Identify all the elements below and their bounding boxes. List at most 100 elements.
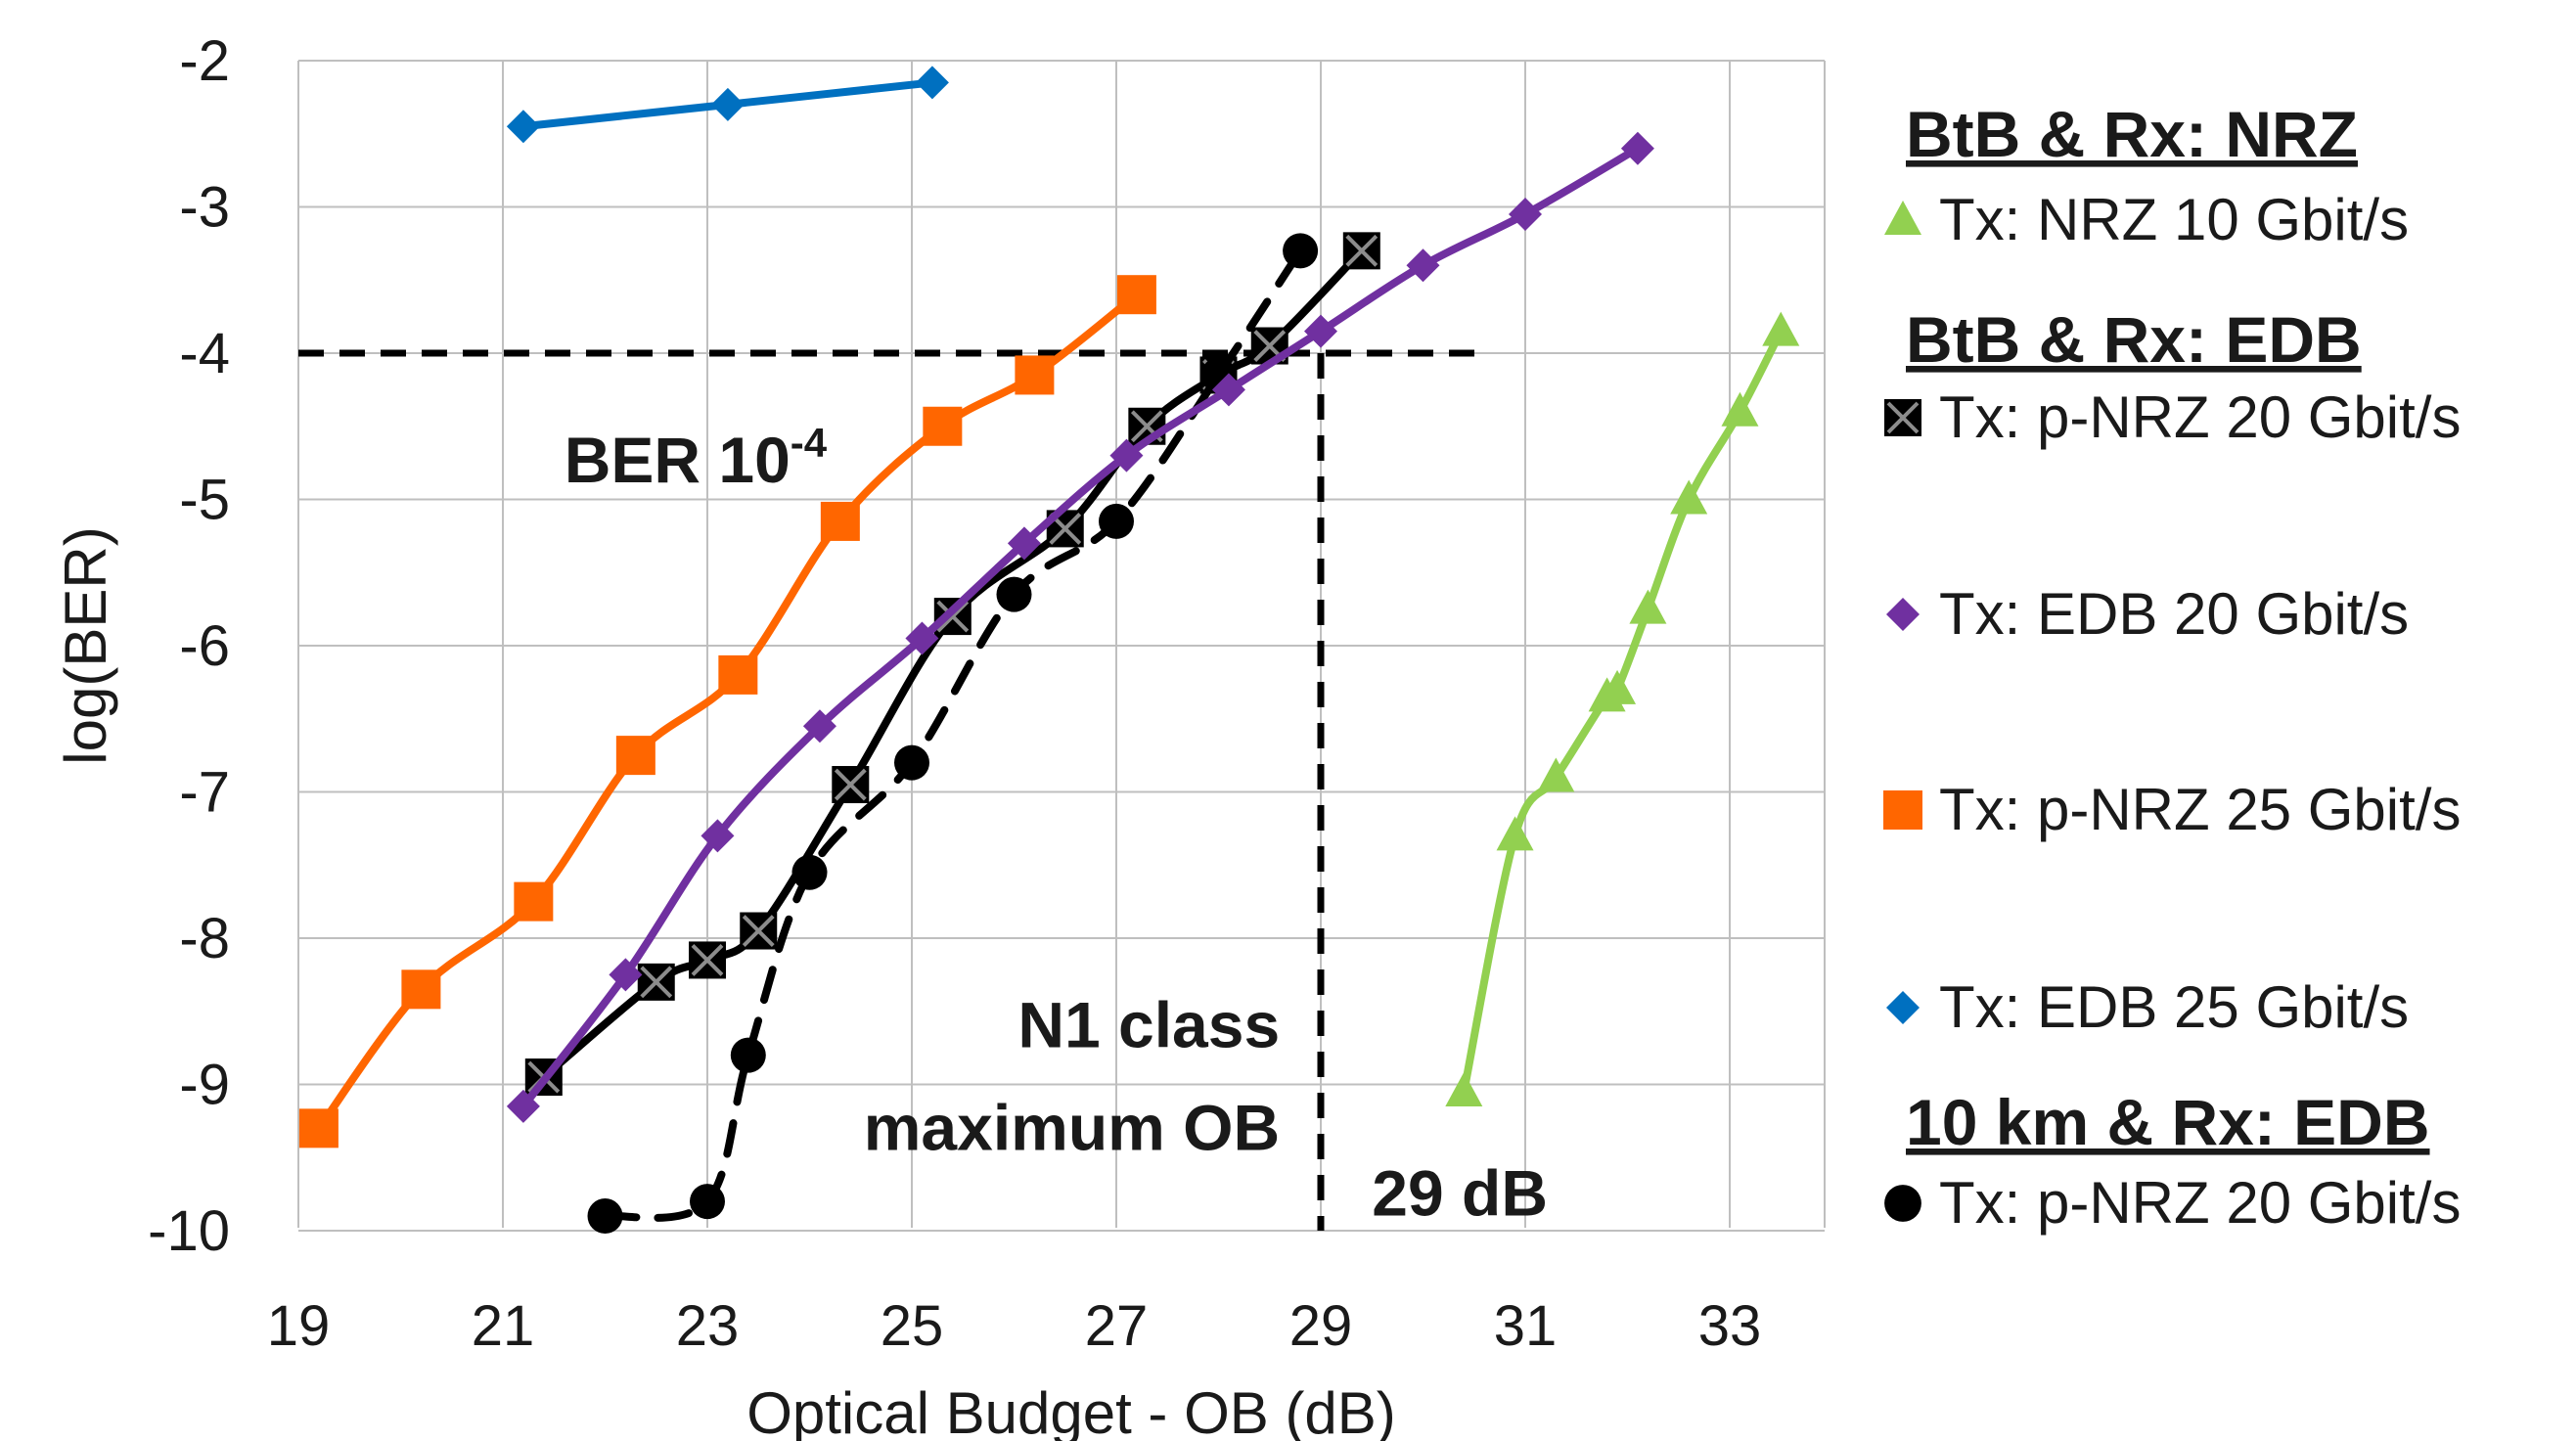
diamond-marker <box>1406 248 1440 283</box>
diamond-marker <box>1109 438 1144 473</box>
square-x-marker <box>740 912 778 950</box>
legend-group-heading: BtB & Rx: EDB <box>1906 303 2362 376</box>
annotation-text: 29 dB <box>1372 1157 1548 1230</box>
triangle-marker <box>1762 311 1800 346</box>
diamond-marker <box>1304 314 1337 348</box>
legend-entry-label: Tx: NRZ 10 Gbit/s <box>1939 187 2409 252</box>
square-marker <box>1116 275 1156 315</box>
y-tick-label: -6 <box>179 614 230 678</box>
legend-entry-label: Tx: EDB 20 Gbit/s <box>1939 581 2409 647</box>
square-marker <box>1883 790 1922 830</box>
square-marker <box>401 969 441 1010</box>
series-line <box>539 247 1366 1082</box>
square-marker <box>1015 355 1055 395</box>
square-x-marker <box>637 963 675 1001</box>
y-tick-label: -2 <box>179 29 230 93</box>
diamond-marker <box>915 66 949 100</box>
x-tick-label: 31 <box>1494 1294 1558 1358</box>
y-axis-title: log(BER) <box>53 526 118 764</box>
series-line <box>314 291 1141 1133</box>
triangle-marker <box>1445 1071 1483 1106</box>
x-tick-label: 25 <box>881 1294 944 1358</box>
square-marker <box>298 1108 339 1148</box>
series-circle-5 <box>587 233 1319 1235</box>
square-marker <box>820 501 860 541</box>
circle-marker <box>730 1037 766 1073</box>
square-x-cross <box>1886 401 1920 434</box>
diamond-marker <box>506 1089 540 1123</box>
diamond-marker <box>609 958 643 992</box>
square-x-marker <box>689 941 726 979</box>
square-x-marker <box>933 598 972 636</box>
x-tick-label: 33 <box>1698 1294 1762 1358</box>
legend-group-heading: BtB & Rx: NRZ <box>1906 98 2358 170</box>
series-square-x-1 <box>524 232 1380 1097</box>
diamond-marker <box>1886 991 1920 1024</box>
annotation-text: maximum OB <box>864 1091 1280 1163</box>
triangle-marker <box>1496 816 1534 851</box>
diamond-marker <box>1211 373 1245 407</box>
y-tick-label: -4 <box>179 322 230 385</box>
circle-marker <box>1099 503 1134 539</box>
circle-marker <box>791 854 828 890</box>
circle-marker <box>996 576 1032 612</box>
y-tick-label: -5 <box>179 469 230 532</box>
square-x-cross <box>834 768 867 801</box>
y-tick-label: -8 <box>179 907 230 970</box>
triangle-marker <box>1884 201 1921 235</box>
diamond-marker <box>802 709 836 743</box>
diamond-marker <box>1886 598 1920 631</box>
y-tick-label: -10 <box>148 1199 230 1263</box>
x-tick-label: 21 <box>472 1294 535 1358</box>
series-diamond-2 <box>506 131 1654 1123</box>
y-tick-label: -7 <box>179 761 230 825</box>
diamond-marker <box>506 110 540 144</box>
legend-entry-label: Tx: p-NRZ 20 Gbit/s <box>1939 384 2461 450</box>
diamond-marker <box>1007 526 1041 561</box>
x-tick-label: 29 <box>1289 1294 1353 1358</box>
square-marker <box>615 736 655 776</box>
triangle-marker <box>1599 669 1637 704</box>
triangle-marker <box>1629 589 1667 624</box>
diamond-marker <box>700 819 735 853</box>
triangle-marker <box>1721 391 1759 427</box>
y-tick-label: -3 <box>179 176 230 240</box>
legend-entry-label: Tx: p-NRZ 20 Gbit/s <box>1939 1170 2461 1236</box>
square-x-marker <box>1046 510 1084 548</box>
diamond-marker <box>710 87 745 121</box>
x-axis-title: Optical Budget - OB (dB) <box>746 1380 1396 1441</box>
square-x-cross <box>640 966 673 999</box>
square-x-cross <box>1345 234 1378 267</box>
series-diamond-4 <box>506 66 949 144</box>
legend-group-heading: 10 km & Rx: EDB <box>1906 1086 2430 1158</box>
circle-marker <box>690 1184 725 1220</box>
triangle-marker <box>1670 479 1708 515</box>
y-tick-label: -9 <box>179 1054 230 1117</box>
legend-entry-label: Tx: p-NRZ 25 Gbit/s <box>1939 777 2461 842</box>
series-square-3 <box>298 275 1156 1148</box>
triangle-marker <box>1537 757 1575 792</box>
diamond-marker <box>1509 197 1542 231</box>
square-marker <box>514 881 554 922</box>
legend-entry-label: Tx: EDB 25 Gbit/s <box>1939 974 2409 1040</box>
square-x-marker <box>832 766 870 804</box>
square-marker <box>923 406 963 446</box>
ber-exponent: -4 <box>791 420 828 466</box>
data-series <box>298 66 1800 1235</box>
annotations: BER 10-4 N1 class maximum OB 29 dB <box>565 420 1548 1230</box>
legend: BtB & Rx: NRZ Tx: NRZ 10 Gbit/s BtB & Rx: … <box>1883 98 2461 1236</box>
axes: -2 -3 -4 -5 -6 -7 -8 -9 -10 19 21 23 25 27 29 31 33 Optic… <box>53 29 1761 1441</box>
x-tick-label: 19 <box>267 1294 331 1358</box>
square-x-cross <box>936 600 970 633</box>
circle-marker <box>1884 1185 1921 1222</box>
x-tick-label: 27 <box>1085 1294 1149 1358</box>
ber-annotation: BER 10-4 <box>565 420 828 496</box>
series-line <box>601 247 1305 1222</box>
circle-marker <box>894 744 929 781</box>
square-x-marker <box>1342 232 1380 270</box>
annotation-text: N1 class <box>1017 989 1280 1061</box>
diamond-marker <box>1620 131 1654 165</box>
square-x-cross <box>691 944 724 976</box>
diamond-marker <box>905 621 939 655</box>
